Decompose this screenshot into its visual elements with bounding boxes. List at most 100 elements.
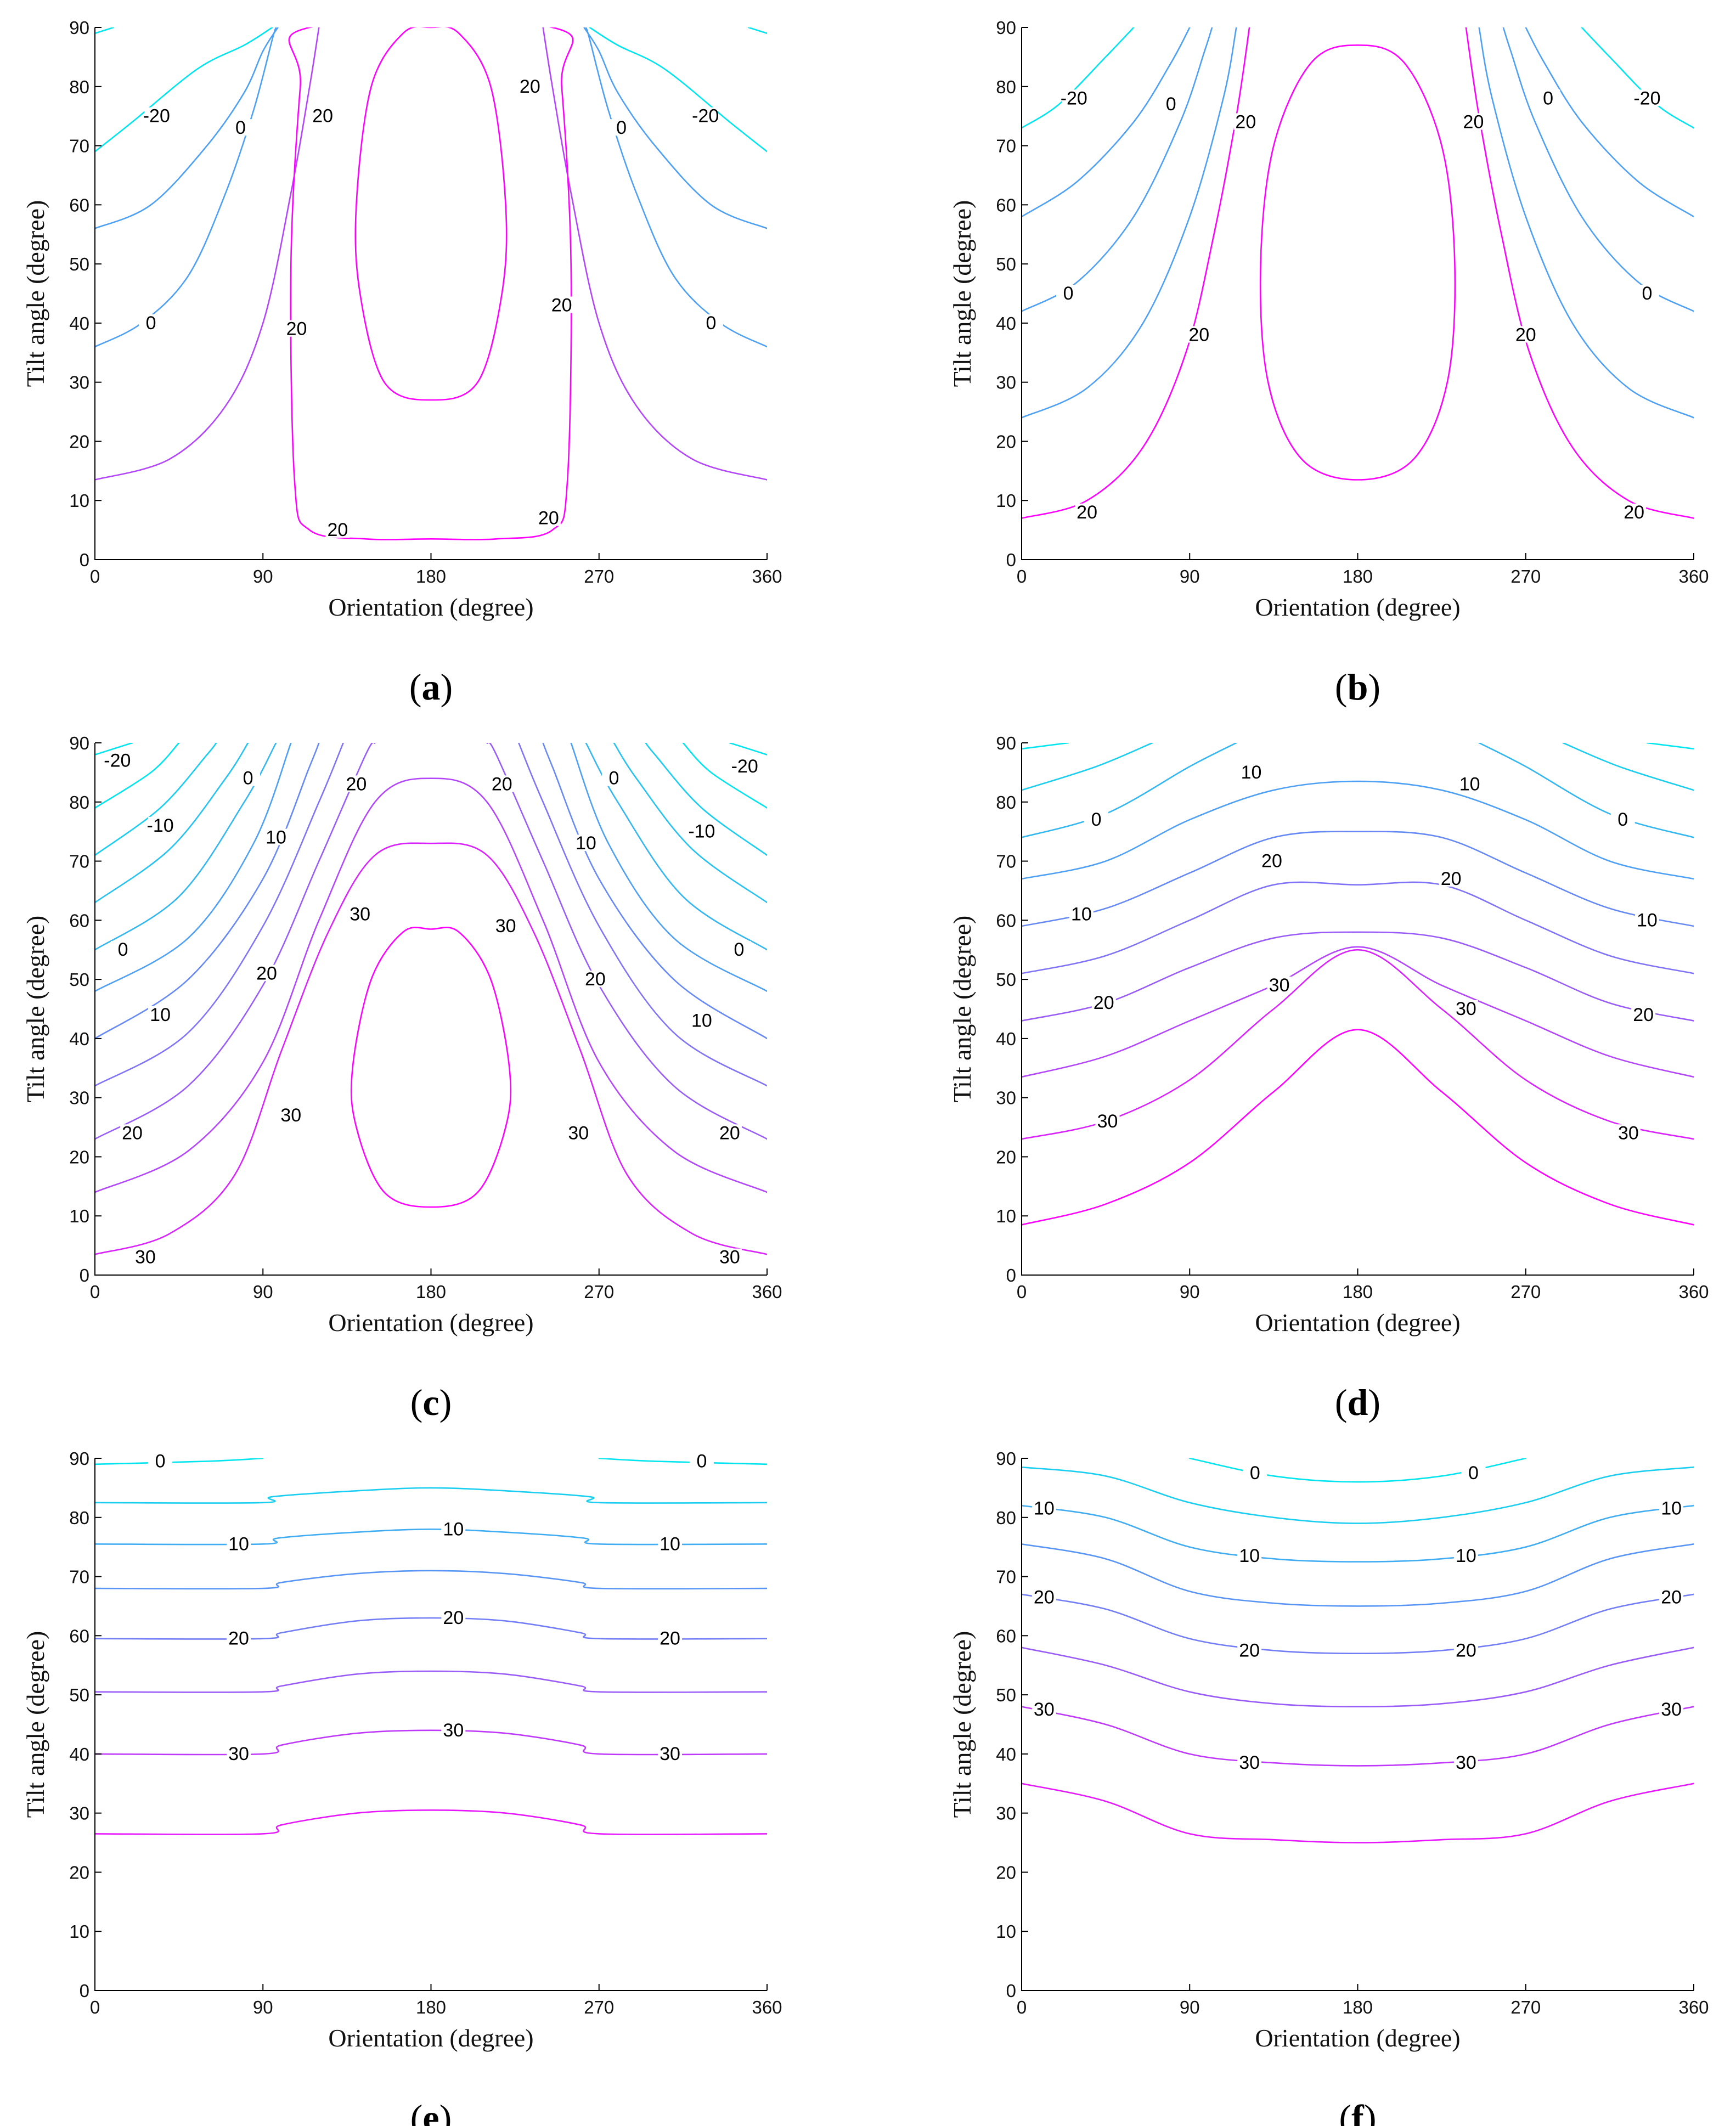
- x-tick-label: 270: [1510, 1997, 1541, 2017]
- contour-label: 0: [1250, 1463, 1260, 1484]
- contour-label: 10: [691, 1011, 712, 1031]
- contour-line-level--20: [1581, 27, 1694, 129]
- contour-label: 10: [266, 827, 286, 848]
- contour-label-backdrop: [1453, 1547, 1478, 1564]
- y-tick-label: 70: [69, 136, 89, 156]
- contour-label-backdrop: [441, 1609, 466, 1626]
- contour-label-backdrop: [1237, 1547, 1262, 1564]
- contour-label: 0: [1642, 283, 1652, 304]
- caption-open-paren: (: [1339, 2097, 1352, 2126]
- contour-label: 20: [1094, 992, 1114, 1013]
- contour-label-backdrop: [1634, 89, 1659, 106]
- x-tick-label: 90: [1180, 1282, 1200, 1302]
- contour-label-backdrop: [284, 320, 309, 337]
- caption-open-paren: (: [1335, 666, 1348, 708]
- contour-label-backdrop: [601, 769, 626, 786]
- y-tick-label: 50: [69, 254, 89, 274]
- contour-label: 20: [660, 1628, 680, 1649]
- contour-line-level-30: [350, 927, 512, 1208]
- y-tick-label: 30: [69, 373, 89, 393]
- contour-label-backdrop: [549, 296, 574, 313]
- contour-label-backdrop: [1461, 113, 1486, 130]
- contour-line-level--20: [1022, 27, 1135, 129]
- x-tick-label: 180: [1343, 1282, 1373, 1302]
- contour-line-level-0: [1022, 27, 1213, 312]
- x-tick-label: 180: [1343, 1997, 1373, 2017]
- y-axis-title: Tilt angle (degree): [948, 1631, 976, 1818]
- contour-label-backdrop: [1453, 1000, 1478, 1017]
- contour-label: 10: [443, 1519, 464, 1539]
- contour-label-backdrop: [227, 1629, 251, 1646]
- contour-label: 20: [1034, 1587, 1055, 1608]
- contour-label: 30: [443, 1720, 464, 1741]
- y-tick-label: 10: [69, 490, 89, 511]
- contour-label: 30: [719, 1247, 740, 1268]
- contour-line-level-0: [95, 1487, 767, 1504]
- contour-line-level-30: [1022, 1029, 1694, 1226]
- contour-lines: [1022, 27, 1694, 519]
- y-tick-label: 80: [996, 792, 1016, 813]
- y-tick-label: 40: [69, 1029, 89, 1049]
- contour-line-level--20: [95, 27, 115, 35]
- contour-label-backdrop: [1622, 503, 1647, 520]
- contour-label-backdrop: [493, 917, 518, 934]
- y-tick-label: 30: [996, 1803, 1016, 1824]
- y-tick-label: 60: [69, 195, 89, 215]
- contour-line-level-10: [1022, 1543, 1694, 1607]
- caption-close-paren: ): [1364, 2097, 1377, 2126]
- contour-label: 10: [576, 833, 596, 854]
- y-axis-title: Tilt angle (degree): [948, 916, 976, 1103]
- contour-line-level--10: [95, 743, 217, 856]
- caption-letter: d: [1348, 1381, 1368, 1423]
- contour-line-level-0: [1022, 743, 1237, 838]
- contour-label-backdrop: [689, 1012, 714, 1029]
- contour-label: 0: [235, 117, 246, 138]
- contour-label: 30: [350, 904, 370, 925]
- contour-label-backdrop: [311, 107, 335, 124]
- caption-close-paren: ): [439, 2097, 452, 2126]
- y-tick-label: 0: [1006, 550, 1016, 570]
- contour-label-backdrop: [698, 314, 723, 331]
- x-tick-label: 90: [1180, 1997, 1200, 2017]
- contour-label-backdrop: [1233, 113, 1258, 130]
- contour-label: 20: [585, 969, 606, 990]
- contour-line-level--10: [613, 743, 767, 904]
- contour-label-backdrop: [1239, 763, 1264, 780]
- contour-label-backdrop: [1075, 503, 1100, 520]
- contour-line-level-20: [1022, 946, 1694, 1078]
- y-tick-label: 80: [69, 77, 89, 97]
- contour-label: -10: [688, 821, 715, 842]
- y-tick-label: 50: [996, 254, 1016, 274]
- x-tick-label: 180: [416, 566, 446, 587]
- contour-line-level-0: [598, 1458, 767, 1465]
- contour-label: 10: [1071, 904, 1092, 925]
- contour-line-level-10: [95, 1529, 767, 1546]
- caption-open-paren: (: [410, 1381, 423, 1423]
- contour-label: 10: [1661, 1498, 1682, 1519]
- contour-line-level-20: [1259, 44, 1456, 481]
- contour-label: 0: [1091, 809, 1102, 830]
- y-tick-label: 50: [996, 1685, 1016, 1705]
- contour-line-level--20: [95, 743, 133, 755]
- contour-label-backdrop: [1616, 1124, 1641, 1141]
- y-axis-title: Tilt angle (degree): [21, 916, 49, 1103]
- contour-label: 20: [520, 76, 540, 97]
- y-tick-label: 60: [996, 1626, 1016, 1646]
- contour-label-backdrop: [583, 971, 607, 988]
- x-axis-title: Orientation (degree): [328, 593, 533, 621]
- contour-label-backdrop: [1032, 1499, 1056, 1516]
- axis-lines: [94, 27, 767, 560]
- contour-label-backdrop: [1243, 1464, 1267, 1481]
- y-tick-label: 90: [996, 18, 1016, 38]
- contour-label: 30: [1269, 975, 1290, 996]
- contour-label-backdrop: [1062, 89, 1086, 106]
- caption-letter: b: [1348, 666, 1368, 708]
- y-tick-label: 20: [69, 1862, 89, 1882]
- contour-label-backdrop: [717, 1248, 742, 1265]
- x-tick-label: 360: [752, 566, 782, 587]
- contour-label: 0: [696, 1451, 707, 1471]
- contour-label: 0: [1543, 88, 1553, 109]
- contour-line-level-20: [1022, 931, 1694, 1022]
